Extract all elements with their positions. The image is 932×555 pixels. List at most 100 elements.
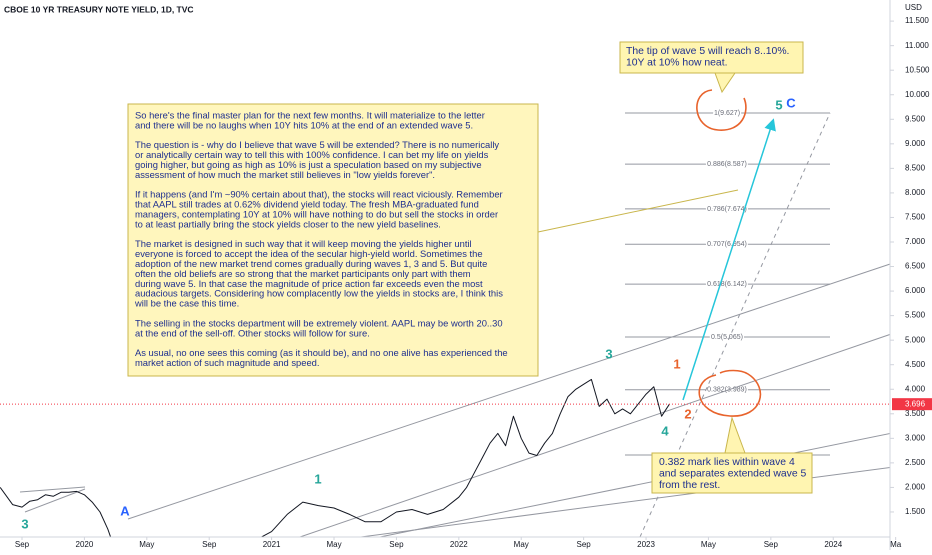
note-line: 10Y at 10% how neat. bbox=[626, 57, 727, 68]
callout-tail bbox=[537, 189, 739, 233]
fib-label: 0.5(5.065) bbox=[711, 334, 743, 341]
y-tick-label: 4.000 bbox=[905, 384, 926, 393]
y-tick-label: 3.000 bbox=[905, 433, 926, 442]
note-line: So here's the final master plan for the … bbox=[135, 109, 485, 120]
wave-label: C bbox=[786, 95, 796, 110]
x-tick-label: May bbox=[514, 540, 529, 549]
callout-text: So here's the final master plan for the … bbox=[134, 109, 508, 368]
axes: 1.500 2.000 2.500 3.000 3.500 4.000 4.500 5.000… bbox=[15, 16, 932, 549]
x-tick-label: Sep bbox=[15, 540, 30, 549]
callout-text: The tip of wave 5 will reach 8..10%.10Y … bbox=[626, 46, 789, 69]
y-tick-label: 1.500 bbox=[905, 507, 926, 516]
note-line: market action of such magnitude and spee… bbox=[135, 357, 320, 368]
note-line: during wave 5. In that case the magnitud… bbox=[135, 278, 483, 289]
fib-label: 0.786(7.674) bbox=[707, 206, 747, 213]
y-tick-label: 6.500 bbox=[905, 262, 926, 271]
y-tick-label: 10.500 bbox=[905, 65, 930, 74]
note-line: As usual, no one sees this coming (as it… bbox=[135, 347, 508, 358]
note-line: will be the case this time. bbox=[134, 298, 239, 309]
y-tick-label: 7.000 bbox=[905, 237, 926, 246]
y-tick-label: 8.000 bbox=[905, 188, 926, 197]
x-tick-label: May bbox=[326, 540, 341, 549]
note-line: 0.382 mark lies within wave 4 bbox=[659, 457, 795, 468]
callout-box bbox=[127, 103, 539, 377]
price-area bbox=[0, 378, 890, 537]
note-line: The tip of wave 5 will reach 8..10%. bbox=[626, 46, 789, 57]
y-tick-label: 2.000 bbox=[905, 483, 926, 492]
note-line: to at least partially bring the stock yi… bbox=[135, 218, 441, 229]
x-tick-label: Sep bbox=[389, 540, 404, 549]
x-tick-label: 2021 bbox=[263, 540, 281, 549]
fib-label: 0.707(6.954) bbox=[707, 241, 747, 248]
note-line: at the end of the sell-off. Other stocks… bbox=[135, 327, 370, 338]
note-line: managers, contemplating 10Y at 10% will … bbox=[135, 208, 498, 219]
trend-line bbox=[357, 467, 890, 537]
callout-tail bbox=[724, 416, 746, 454]
wave-label: 4 bbox=[661, 423, 669, 438]
last-price-box bbox=[892, 398, 932, 411]
callout-box bbox=[619, 41, 804, 74]
y-tick-label: 11.500 bbox=[905, 16, 929, 25]
note-line: If it happens (and I'm ~90% certain abou… bbox=[135, 189, 503, 200]
y-tick-label: 10.000 bbox=[905, 90, 930, 99]
note-line: audacious targets. Considering how compl… bbox=[135, 288, 503, 299]
circle-highlight bbox=[696, 89, 747, 131]
note-line: that AAPL still trades at 0.62% dividend… bbox=[135, 199, 479, 210]
x-tick-label: 2024 bbox=[824, 540, 842, 549]
x-tick-label: Sep bbox=[577, 540, 592, 549]
note-line: assessment of how much the market still … bbox=[135, 169, 435, 180]
note-line: going higher, but going as high as 10% i… bbox=[135, 159, 482, 170]
x-tick-label: 2023 bbox=[637, 540, 655, 549]
wave-arrow bbox=[682, 118, 776, 401]
note-line: and separates extended wave 5 bbox=[659, 468, 807, 479]
currency-label: USD bbox=[905, 3, 922, 12]
callout-box bbox=[651, 452, 813, 494]
wave-label: 1 bbox=[314, 471, 321, 486]
wave-label: A bbox=[120, 503, 130, 518]
note-line: The question is - why do I believe that … bbox=[135, 139, 499, 150]
x-tick-label: Sep bbox=[764, 540, 779, 549]
y-tick-label: 5.000 bbox=[905, 335, 926, 344]
x-tick-label: May bbox=[139, 540, 154, 549]
note-line: The market is designed in such way that … bbox=[135, 238, 472, 249]
note-line: often the old beliefs are so strong that… bbox=[135, 268, 471, 279]
last-price-label: 3.696 bbox=[905, 399, 926, 408]
y-tick-label: 9.000 bbox=[905, 139, 926, 148]
wave-label: 2 bbox=[684, 406, 691, 421]
fib-label: 1(9.627) bbox=[714, 110, 740, 117]
wave-label: 1 bbox=[673, 356, 680, 371]
circle-highlight bbox=[698, 369, 762, 417]
trend-line bbox=[299, 333, 890, 537]
y-tick-label: 8.500 bbox=[905, 163, 926, 172]
x-tick-label: Sep bbox=[202, 540, 217, 549]
y-tick-label: 7.500 bbox=[905, 213, 926, 222]
trend-line bbox=[127, 263, 890, 520]
y-tick-label: 3.500 bbox=[905, 409, 926, 418]
y-tick-label: 9.500 bbox=[905, 114, 926, 123]
fib-label: 0.886(8.587) bbox=[707, 161, 747, 168]
y-tick-label: 5.500 bbox=[905, 311, 926, 320]
price-line bbox=[0, 378, 670, 537]
y-tick-label: 2.500 bbox=[905, 458, 926, 467]
wave-label: 3 bbox=[21, 516, 28, 531]
y-tick-label: 6.000 bbox=[905, 286, 926, 295]
trend-line bbox=[19, 486, 86, 493]
callout-tail bbox=[714, 72, 736, 94]
wave-label: 3 bbox=[605, 346, 612, 361]
x-tick-label: 2022 bbox=[450, 540, 468, 549]
x-tick-label: 2020 bbox=[76, 540, 94, 549]
note-line: everyone is forced to accept the idea of… bbox=[135, 248, 483, 259]
note-line: and there will be no laughs when 10Y hit… bbox=[135, 119, 473, 130]
trend-line bbox=[24, 488, 86, 513]
note-line: or analytically certain way to tell this… bbox=[135, 149, 489, 160]
dashed-projection bbox=[639, 112, 831, 537]
note-line: adoption of the new market trend comes g… bbox=[135, 258, 487, 269]
x-tick-label: Ma bbox=[890, 540, 902, 549]
note-line: from the rest. bbox=[659, 480, 720, 491]
note-line: The selling in the stocks department wil… bbox=[135, 317, 503, 328]
y-tick-label: 11.000 bbox=[905, 41, 929, 50]
fib-label: 0.618(6.142) bbox=[707, 281, 747, 288]
x-tick-label: May bbox=[701, 540, 716, 549]
